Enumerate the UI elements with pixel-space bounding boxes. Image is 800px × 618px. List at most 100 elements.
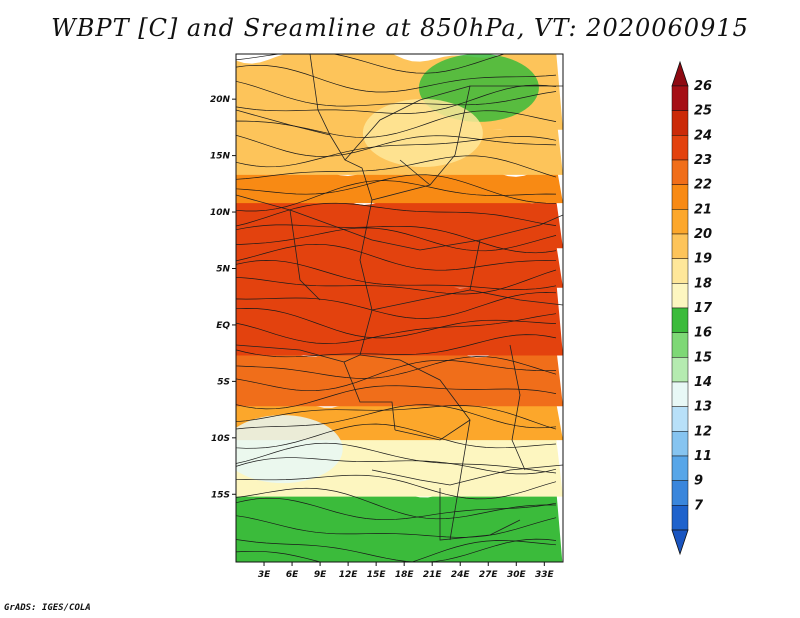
colorbar-segment — [671, 505, 689, 531]
lat-tick-label: 15N — [210, 152, 231, 162]
colorbar-label: 7 — [694, 498, 704, 513]
streamline — [236, 497, 557, 521]
streamline — [236, 134, 557, 157]
wbpt-feature — [236, 415, 343, 484]
colorbar-label: 25 — [694, 104, 712, 119]
streamline — [236, 269, 557, 295]
colorbar-label: 17 — [694, 301, 713, 316]
streamline — [236, 359, 557, 392]
wbpt-band — [236, 340, 563, 407]
plot-frame — [235, 53, 564, 563]
streamline — [236, 224, 557, 254]
streamline — [236, 155, 557, 180]
lon-tick-label: 12E — [339, 570, 359, 580]
streamline — [236, 180, 557, 212]
lat-tick-label: 5S — [217, 377, 230, 387]
colorbar-segment — [671, 135, 689, 161]
colorbar-label: 20 — [694, 227, 712, 242]
streamline — [236, 474, 557, 500]
streamline — [236, 243, 557, 271]
streamline — [236, 385, 557, 410]
lon-tick-label: 3E — [258, 570, 271, 580]
streamline — [236, 423, 557, 449]
streamline — [236, 174, 557, 204]
colorbar-label: 19 — [694, 252, 712, 267]
lon-tick-label: 21E — [423, 570, 443, 580]
lon-tick-label: 33E — [535, 570, 555, 580]
colorbar-label: 13 — [694, 400, 712, 415]
streamline — [236, 334, 557, 358]
lat-tick-label: 20N — [210, 95, 231, 105]
colorbar-label: 9 — [694, 474, 703, 489]
lat-tick-label: 5N — [216, 264, 230, 274]
streamline — [236, 457, 557, 475]
longitude-axis: 3E 6E 9E 12E 15E 18E 21E 24E 27E 30E 33E — [258, 562, 555, 580]
wbpt-feature — [362, 99, 483, 168]
colorbar-label: 26 — [694, 79, 712, 94]
streamline — [236, 538, 557, 562]
colorbar-segment — [671, 332, 689, 358]
lon-tick-label: 24E — [451, 570, 471, 580]
streamline — [236, 442, 557, 474]
lat-tick-label: EQ — [216, 321, 230, 331]
streamline — [236, 515, 557, 538]
streamline — [236, 313, 557, 344]
colorbar-label: 23 — [694, 153, 712, 168]
colorbar-segment — [671, 233, 689, 259]
map-title: WBPT [C] and Sreamline at 850hPa, VT: 20… — [51, 14, 749, 42]
colorbar-segment — [671, 258, 689, 284]
colorbar-label: 22 — [694, 178, 712, 193]
lat-tick-label: 10S — [211, 434, 230, 444]
colorbar-label: 21 — [694, 202, 712, 217]
lat-tick-label: 15S — [211, 490, 230, 500]
colorbar-segment — [671, 357, 689, 383]
lon-tick-label: 27E — [479, 570, 499, 580]
streamline — [236, 356, 557, 379]
colorbar-segment — [671, 431, 689, 457]
colorbar-label: 18 — [694, 276, 712, 291]
streamline — [236, 405, 557, 430]
streamline — [236, 540, 557, 562]
colorbar-segment — [671, 480, 689, 506]
streamline — [236, 308, 557, 339]
colorbar-segment — [671, 381, 689, 407]
lon-tick-label: 18E — [395, 570, 415, 580]
streamline — [236, 487, 557, 520]
streamline — [236, 136, 557, 168]
colorbar-segment — [671, 283, 689, 309]
plot-area — [236, 54, 563, 562]
streamline — [236, 80, 557, 107]
colorbar-label: 12 — [694, 424, 712, 439]
colorbar-label: 15 — [694, 350, 712, 365]
colorbar-segment — [671, 209, 689, 235]
colorbar-label: 16 — [694, 326, 712, 341]
colorbar-label: 14 — [694, 375, 712, 390]
colorbar-segment — [671, 184, 689, 210]
lon-tick-label: 6E — [286, 570, 299, 580]
streamline — [236, 84, 557, 114]
streamlines — [236, 54, 557, 562]
colorbar: 26 25 24 23 22 21 20 19 18 17 16 15 14 13 12 11 9 7 — [671, 60, 713, 556]
colorbar-label: 24 — [694, 128, 712, 143]
streamline — [236, 292, 557, 319]
streamline — [236, 202, 557, 227]
credit-text: GrADS: IGES/COLA — [4, 603, 91, 613]
colorbar-segment — [671, 85, 689, 111]
streamline — [236, 404, 557, 430]
colorbar-over-arrow — [671, 60, 689, 87]
colorbar-segment — [671, 307, 689, 333]
wbpt-band — [236, 270, 563, 356]
colorbar-under-arrow — [671, 529, 689, 556]
colorbar-segment — [671, 159, 689, 185]
latitude-axis: 20N 15N 10N 5N EQ 5S 10S 15S — [210, 95, 236, 500]
colorbar-segment — [671, 455, 689, 481]
colorbar-label: 11 — [694, 449, 712, 464]
colorbar-segment — [671, 110, 689, 136]
streamline — [236, 110, 557, 138]
streamline — [236, 64, 557, 93]
lon-tick-label: 30E — [507, 570, 527, 580]
lat-tick-label: 10N — [210, 208, 231, 218]
lon-tick-label: 15E — [367, 570, 387, 580]
streamline — [236, 54, 506, 74]
